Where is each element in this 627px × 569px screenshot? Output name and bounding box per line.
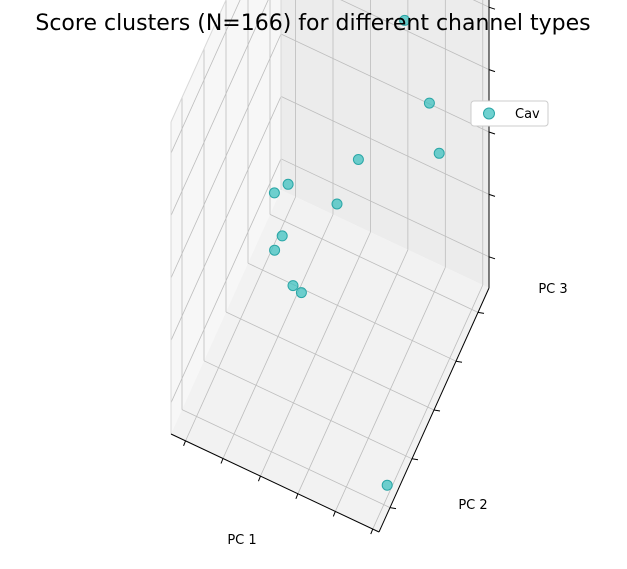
y-tick-3 xyxy=(455,360,463,363)
point-cav-2 xyxy=(423,97,435,109)
grid-floor-v-1 xyxy=(203,360,413,460)
legend-label-cav: Cav xyxy=(515,107,540,122)
x-tick-5 xyxy=(370,528,374,535)
y-tick-2 xyxy=(433,409,441,412)
point-cav-4 xyxy=(331,198,343,210)
x-axis-line xyxy=(170,433,380,533)
y-tick-0 xyxy=(389,507,397,510)
grid-back-w-2 xyxy=(280,33,490,133)
y-axis-label: PC 2 xyxy=(458,498,487,513)
z-tick-0 xyxy=(488,256,496,260)
grid-floor-v-3 xyxy=(247,262,457,362)
point-cav-8 xyxy=(269,244,281,256)
grid-floor-v-4 xyxy=(269,214,479,313)
grid-floor-v-2 xyxy=(225,311,435,411)
grid-floor-v-0 xyxy=(181,409,391,508)
legend-marker-cav xyxy=(483,107,495,120)
point-cav-9 xyxy=(287,280,299,292)
x-axis-label: PC 1 xyxy=(227,533,256,548)
point-cav-10 xyxy=(295,287,307,299)
x-tick-4 xyxy=(332,511,336,517)
z-tick-4 xyxy=(488,6,496,10)
axis-ticks xyxy=(183,6,496,535)
point-cav-6 xyxy=(282,178,294,190)
pane-edge-top-left xyxy=(170,0,227,123)
axis-panes xyxy=(171,0,489,532)
z-tick-2 xyxy=(488,131,496,135)
grid-left-w-1 xyxy=(170,96,282,341)
grid-left-w-4 xyxy=(170,0,241,154)
z-axis-label: PC 3 xyxy=(538,282,567,297)
x-tick-2 xyxy=(257,475,261,482)
y-tick-1 xyxy=(411,458,419,461)
point-cav-5 xyxy=(268,187,280,199)
point-cav-3 xyxy=(352,154,364,165)
z-tick-1 xyxy=(488,193,496,197)
x-tick-3 xyxy=(295,493,299,499)
grid-left-w-2 xyxy=(170,33,282,279)
grid-back-w-1 xyxy=(280,96,490,195)
legend: Cav xyxy=(470,100,549,127)
point-cav-7 xyxy=(276,230,288,242)
x-tick-1 xyxy=(220,458,224,464)
grid-back-w-3 xyxy=(340,0,490,70)
grid-left-w-3 xyxy=(170,0,269,216)
chart-title: Score clusters (N=166) for different cha… xyxy=(35,11,590,36)
point-cav-1 xyxy=(433,147,445,159)
y-tick-4 xyxy=(477,311,485,314)
grid-left-w-0 xyxy=(170,158,282,403)
x-tick-0 xyxy=(183,440,187,447)
point-cav-11 xyxy=(381,479,393,491)
z-tick-3 xyxy=(488,69,496,73)
point-cav-0 xyxy=(399,14,411,26)
grid-back-w-0 xyxy=(280,158,490,258)
scatter-points xyxy=(268,14,445,491)
legend-box xyxy=(470,100,549,127)
